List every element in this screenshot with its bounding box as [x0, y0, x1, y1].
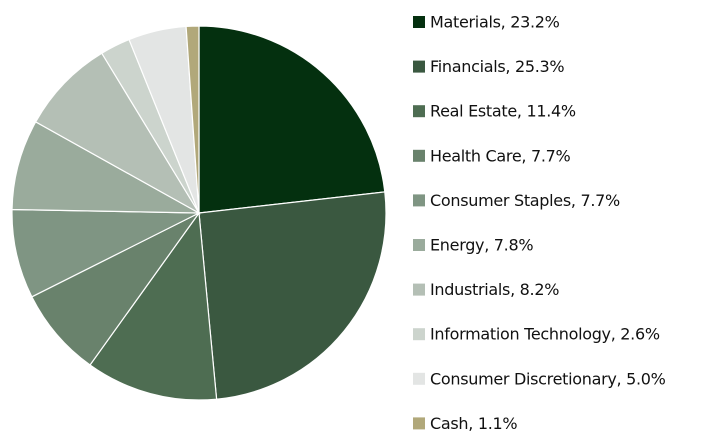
legend-swatch: [413, 283, 425, 296]
pie-slice: [89, 211, 218, 401]
legend-label: Materials, 23.2%: [430, 13, 560, 32]
legend-label: Consumer Discretionary, 5.0%: [430, 369, 666, 388]
legend-swatch: [413, 328, 425, 341]
legend-swatch: [413, 417, 425, 430]
pie-slice: [185, 25, 200, 214]
legend-swatch: [413, 372, 425, 385]
legend-label: Health Care, 7.7%: [430, 146, 570, 165]
legend-label: Information Technology, 2.6%: [430, 325, 660, 344]
legend-swatch: [413, 105, 425, 118]
legend-label: Financials, 25.3%: [430, 57, 564, 76]
legend-label: Cash, 1.1%: [430, 414, 517, 432]
legend-swatch: [413, 149, 425, 162]
pie-slice: [198, 25, 386, 214]
legend-label: Energy, 7.8%: [430, 236, 533, 255]
legend-swatch: [413, 239, 425, 251]
pie-slice: [34, 52, 201, 215]
legend-label: Industrials, 8.2%: [430, 280, 559, 299]
pie-slice: [198, 191, 387, 400]
legend-swatch: [413, 16, 425, 28]
legend-swatch: [413, 60, 425, 73]
legend-label: Real Estate, 11.4%: [430, 102, 576, 121]
legend-swatch: [413, 194, 425, 207]
pie-slice: [11, 121, 200, 214]
legend-label: Consumer Staples, 7.7%: [430, 191, 620, 210]
